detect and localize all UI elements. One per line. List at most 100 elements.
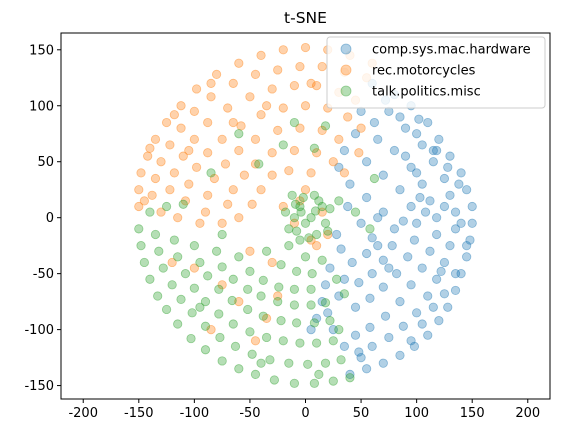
data-point [439, 289, 450, 299]
data-point [312, 313, 322, 324]
data-point [317, 255, 327, 265]
data-point [267, 257, 277, 268]
data-point [150, 134, 161, 144]
data-point [250, 369, 261, 379]
data-point [256, 358, 266, 368]
data-point [428, 145, 438, 156]
data-point [450, 285, 461, 296]
data-point [462, 241, 472, 251]
data-point [169, 110, 179, 120]
data-point [178, 151, 188, 161]
data-point [350, 302, 361, 312]
x-tick-label: 0 [301, 406, 309, 421]
data-point [306, 78, 316, 88]
data-point [217, 218, 227, 228]
data-point [445, 190, 455, 200]
data-point [325, 263, 335, 273]
data-point [214, 309, 224, 319]
data-point [369, 117, 379, 128]
data-point [328, 157, 338, 167]
data-point [409, 341, 420, 351]
legend: comp.sys.mac.hardware rec.motorcycles talk… [326, 36, 546, 109]
data-point [176, 101, 186, 111]
data-point [176, 123, 186, 133]
data-point [323, 308, 333, 318]
data-point [395, 297, 405, 307]
data-point [284, 166, 294, 176]
data-point [143, 151, 153, 161]
data-point [373, 241, 383, 251]
legend-marker [340, 85, 352, 97]
data-point [239, 170, 249, 180]
data-point [206, 92, 216, 102]
data-point [134, 201, 144, 212]
data-point [306, 213, 316, 223]
data-point [180, 269, 191, 279]
data-point [265, 355, 275, 365]
data-point [354, 148, 364, 158]
x-tick-label: 200 [515, 406, 540, 421]
data-point [314, 369, 324, 379]
data-point [250, 336, 261, 346]
data-point [267, 148, 277, 158]
data-point [278, 103, 288, 113]
x-tick-label: -100 [180, 406, 210, 421]
data-point [367, 233, 377, 243]
x-tick-label: -200 [68, 406, 98, 421]
data-point [295, 201, 305, 212]
data-point [380, 311, 391, 321]
data-point [290, 199, 301, 209]
data-point [320, 298, 331, 308]
data-point [189, 241, 199, 251]
data-point [186, 333, 196, 344]
data-point [350, 129, 361, 139]
data-point [312, 81, 322, 91]
data-point [187, 308, 197, 318]
data-point [295, 61, 305, 72]
data-point [243, 284, 253, 294]
x-tick-label: 150 [460, 406, 485, 421]
data-point [217, 262, 227, 272]
data-point [345, 179, 355, 189]
data-point [300, 185, 311, 195]
data-point [256, 50, 266, 60]
data-point [392, 269, 402, 279]
data-point [195, 302, 205, 312]
data-point [334, 134, 344, 144]
data-point [139, 196, 149, 206]
data-point [332, 229, 342, 240]
data-point [339, 145, 349, 156]
data-point [269, 375, 279, 385]
data-point [223, 199, 233, 209]
data-point [389, 224, 400, 234]
data-point [439, 201, 450, 212]
data-point [261, 332, 272, 343]
data-point [273, 297, 283, 307]
data-point [234, 252, 244, 262]
data-point [276, 316, 286, 326]
data-point [406, 201, 416, 212]
data-point [256, 185, 266, 195]
data-point [298, 192, 308, 203]
data-point [161, 201, 172, 212]
data-point [365, 293, 375, 303]
legend-box [326, 36, 546, 109]
data-point [296, 207, 306, 217]
data-point [217, 229, 227, 240]
data-point [278, 336, 288, 346]
data-point [217, 356, 227, 366]
data-point [328, 325, 338, 335]
data-point [203, 271, 213, 281]
data-point [234, 58, 244, 68]
x-tick-label: -50 [239, 406, 260, 421]
data-point [312, 241, 322, 251]
y-tick-label: -150 [24, 379, 54, 394]
data-point [217, 134, 227, 144]
data-point [309, 318, 319, 328]
data-point [278, 201, 288, 212]
data-point [439, 173, 450, 184]
data-point [317, 297, 327, 307]
data-point [211, 69, 222, 80]
data-point [203, 117, 213, 128]
